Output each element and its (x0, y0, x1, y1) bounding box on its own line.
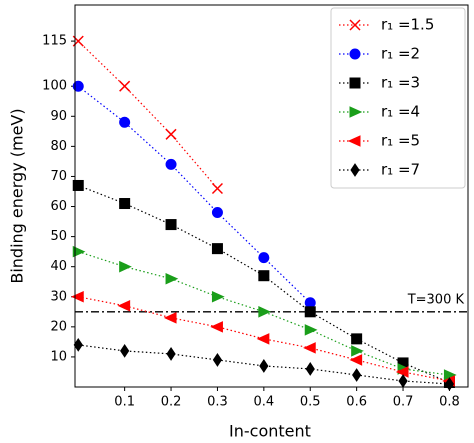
marker (211, 182, 223, 195)
marker (351, 345, 364, 357)
marker (349, 48, 361, 60)
marker (350, 163, 360, 177)
legend-label: r₁ =1.5 (381, 16, 434, 34)
legend-label: r₁ =2 (381, 45, 420, 63)
marker (256, 333, 270, 345)
y-tick-label: 60 (50, 199, 67, 214)
marker (119, 260, 132, 273)
marker (304, 297, 316, 309)
marker (72, 179, 84, 191)
marker (304, 324, 318, 336)
marker (211, 243, 223, 255)
x-tick-label: 0.2 (161, 395, 182, 410)
marker (119, 198, 131, 210)
legend-label: r₁ =7 (381, 161, 420, 179)
marker (351, 333, 363, 345)
series-line (77, 85, 311, 304)
x-tick-label: 0.8 (439, 395, 460, 410)
marker (349, 106, 363, 118)
x-tick-label: 0.1 (114, 395, 135, 410)
y-tick-label: 115 (42, 34, 67, 49)
marker (165, 219, 177, 231)
legend-label: r₁ =4 (381, 103, 420, 121)
marker (347, 135, 361, 147)
threshold-label: T=300 K (407, 292, 465, 307)
marker (73, 337, 83, 352)
marker (71, 290, 84, 303)
marker (211, 290, 225, 303)
series-line (78, 184, 450, 384)
marker (120, 344, 130, 358)
y-tick-label: 80 (50, 139, 67, 154)
x-tick-label: 0.7 (393, 395, 414, 410)
marker (258, 306, 272, 318)
marker (72, 245, 86, 258)
marker (117, 300, 131, 312)
series-line (78, 251, 450, 376)
x-tick-label: 0.3 (207, 395, 228, 410)
marker (211, 207, 223, 219)
legend-box (330, 7, 466, 189)
legend-label: r₁ =3 (381, 74, 420, 92)
marker (72, 80, 84, 92)
marker (119, 116, 131, 128)
marker (349, 77, 361, 89)
y-axis-label: Binding energy (meV) (8, 108, 27, 283)
y-tick-label: 20 (50, 319, 67, 334)
marker (165, 128, 177, 140)
x-axis-label: In-content (229, 422, 311, 441)
marker (258, 252, 270, 264)
y-tick-label: 40 (50, 259, 67, 274)
marker (259, 359, 269, 373)
marker (119, 80, 131, 92)
y-tick-label: 50 (50, 229, 67, 244)
x-tick-label: 0.4 (254, 395, 275, 410)
marker (165, 272, 179, 285)
marker (352, 368, 362, 382)
x-tick-label: 0.6 (346, 395, 367, 410)
marker (349, 19, 361, 31)
y-tick-label: 70 (50, 169, 67, 184)
y-tick-label: 30 (50, 289, 67, 304)
marker (163, 312, 177, 324)
marker (165, 158, 177, 170)
marker (443, 369, 457, 381)
marker (212, 353, 223, 367)
marker (398, 374, 408, 388)
marker (166, 347, 176, 361)
plot-frame (74, 4, 469, 388)
marker (303, 342, 316, 354)
marker (304, 306, 316, 318)
marker (210, 321, 223, 333)
marker (349, 354, 363, 366)
y-tick-label: 100 (42, 79, 67, 94)
marker (305, 362, 315, 376)
legend-label: r₁ =5 (381, 132, 420, 150)
marker (395, 366, 409, 378)
marker (258, 270, 270, 282)
series-line (77, 40, 218, 189)
y-tick-label: 10 (50, 349, 67, 364)
x-tick-label: 0.5 (300, 395, 321, 410)
y-tick-label: 90 (50, 109, 67, 124)
